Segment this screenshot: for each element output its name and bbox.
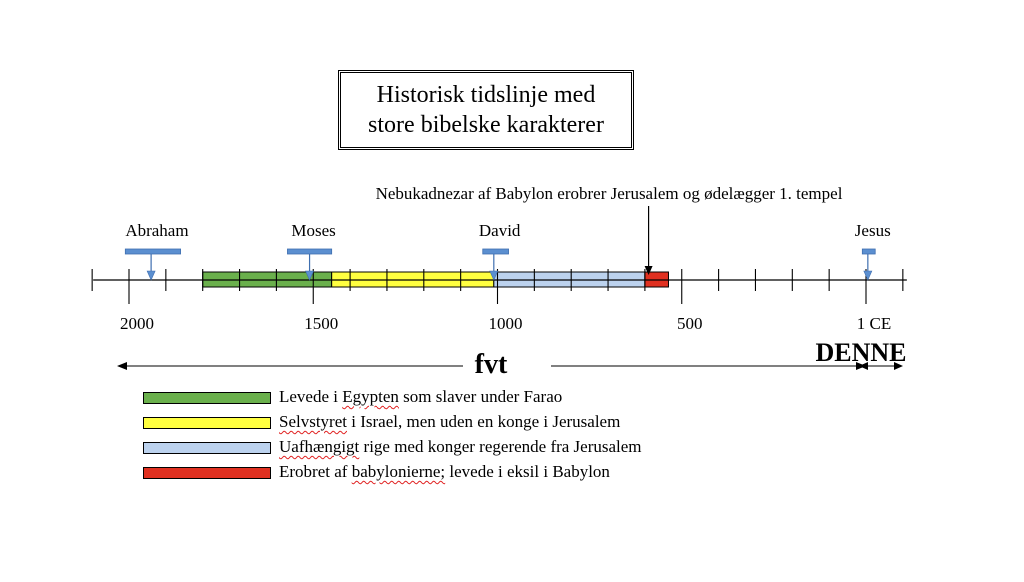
legend-swatch-blue	[143, 442, 271, 454]
legend-swatch-yellow	[143, 417, 271, 429]
era-labels: fvt DENNE	[117, 338, 907, 380]
character-label-moses: Moses	[291, 221, 335, 240]
character-label-jesus: Jesus	[855, 221, 891, 240]
tick-label: 1500	[304, 314, 338, 333]
character-pointer-arrow	[146, 270, 156, 281]
era-ce-arrow-right	[894, 362, 903, 370]
character-span-marker	[287, 248, 333, 255]
legend-swatch-green	[143, 392, 271, 404]
era-ce-label: DENNE	[815, 338, 906, 367]
character-markers: Abraham Moses David Jesus	[124, 221, 891, 281]
event-pointer-arrow	[644, 266, 653, 275]
legend-label: Erobret af babylonierne; levede i eksil …	[279, 462, 610, 481]
event-label: Nebukadnezar af Babylon erobrer Jerusale…	[376, 184, 843, 203]
tick-label: 1 CE	[857, 314, 891, 333]
character-pointer-arrow	[305, 270, 315, 281]
legend-label: Uafhængigt rige med konger regerende fra…	[279, 437, 642, 456]
character-span-marker	[124, 248, 181, 255]
era-bce-label: fvt	[475, 349, 508, 380]
character-span-marker	[861, 248, 876, 255]
timeline-axis: 2000 1500 1000 500 1 CE	[91, 269, 907, 333]
era-bce-arrow-left	[117, 362, 127, 370]
character-span-marker	[482, 248, 509, 255]
title-line-2: store bibelske karakterer	[368, 112, 604, 138]
tick-label: 1000	[489, 314, 523, 333]
tick-label: 500	[677, 314, 703, 333]
character-label-david: David	[479, 221, 521, 240]
title-line-1: Historisk tidslinje med	[376, 82, 596, 108]
legend-swatch-red	[143, 467, 271, 479]
era-ce-arrow-left	[859, 362, 868, 370]
title-box: Historisk tidslinje med store bibelske k…	[338, 70, 634, 150]
event-annotation: Nebukadnezar af Babylon erobrer Jerusale…	[376, 184, 843, 275]
character-pointer-arrow	[863, 270, 873, 281]
character-pointer-arrow	[489, 270, 499, 281]
character-label-abraham: Abraham	[125, 221, 188, 240]
tick-label: 2000	[120, 314, 154, 333]
legend-label: Levede i Egypten som slaver under Farao	[279, 387, 563, 406]
legend-label: Selvstyret i Israel, men uden en konge i…	[279, 412, 621, 431]
